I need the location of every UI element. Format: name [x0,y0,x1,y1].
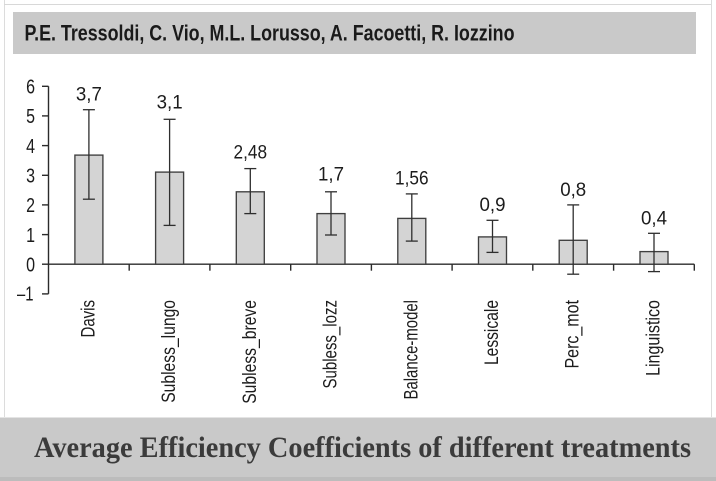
svg-text:0,4: 0,4 [641,207,667,229]
svg-text:1,7: 1,7 [318,164,344,186]
svg-text:3,1: 3,1 [157,92,183,114]
svg-text:3,7: 3,7 [76,84,102,106]
svg-text:1: 1 [26,225,35,247]
svg-text:P.E. Tressoldi, C. Vio, M.L. L: P.E. Tressoldi, C. Vio, M.L. Lorusso, A.… [25,20,515,45]
svg-text:0,8: 0,8 [560,179,586,201]
svg-text:Linguistico: Linguistico [644,300,665,376]
svg-text:Lessicale: Lessicale [482,300,503,365]
svg-text:Balance-model: Balance-model [401,300,422,400]
svg-text:2,48: 2,48 [234,142,268,164]
svg-text:6: 6 [26,77,35,99]
svg-text:Subless_lungo: Subless_lungo [159,300,180,403]
svg-text:Perc_mot: Perc_mot [563,299,584,368]
svg-text:3: 3 [26,166,35,188]
svg-text:5: 5 [26,106,35,128]
svg-text:Subless_breve: Subless_breve [240,300,261,404]
svg-text:0: 0 [26,254,35,276]
svg-text:Subless_lozz: Subless_lozz [321,300,342,389]
svg-text:Average Efficiency Coefficient: Average Efficiency Coefficients of diffe… [34,431,691,464]
svg-text:–1: –1 [17,284,34,306]
svg-text:2: 2 [26,195,35,217]
svg-text:4: 4 [26,136,35,158]
svg-text:Davis: Davis [78,300,99,338]
svg-text:0,9: 0,9 [480,194,506,216]
svg-text:1,56: 1,56 [395,168,429,190]
